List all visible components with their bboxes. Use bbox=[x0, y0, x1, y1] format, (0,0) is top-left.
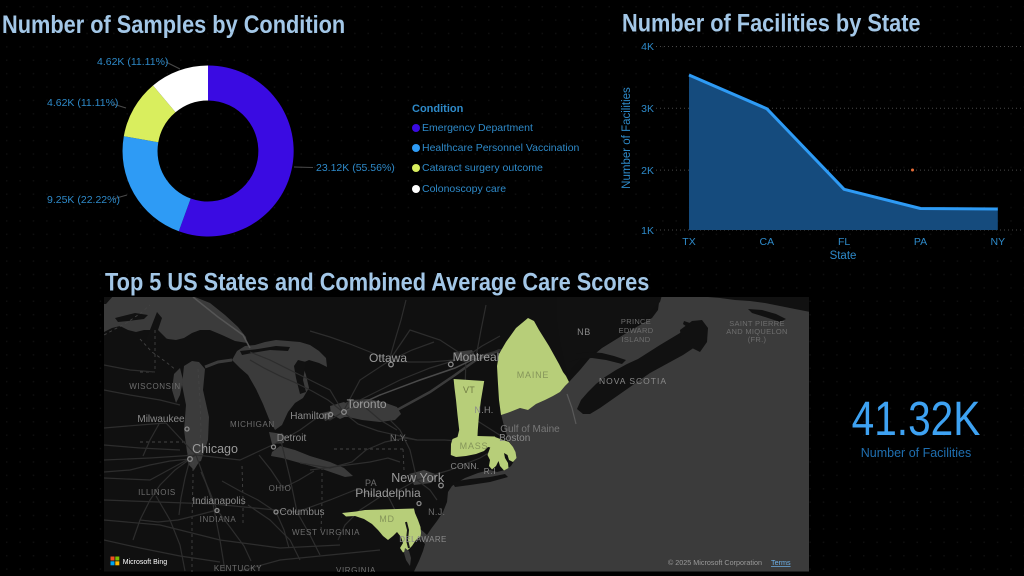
svg-text:Columbus: Columbus bbox=[279, 507, 324, 518]
svg-text:KENTUCKY: KENTUCKY bbox=[214, 564, 262, 572]
svg-text:(FR.): (FR.) bbox=[748, 335, 767, 344]
svg-text:Toronto: Toronto bbox=[347, 397, 387, 411]
svg-text:MD: MD bbox=[379, 514, 395, 524]
svg-text:Terms: Terms bbox=[771, 558, 791, 567]
svg-text:MICHIGAN: MICHIGAN bbox=[230, 420, 275, 429]
svg-text:CONN.: CONN. bbox=[451, 461, 480, 471]
svg-text:Chicago: Chicago bbox=[192, 442, 238, 456]
svg-text:N.H.: N.H. bbox=[474, 405, 493, 415]
svg-text:WISCONSIN: WISCONSIN bbox=[129, 382, 181, 391]
svg-text:Gulf of Maine: Gulf of Maine bbox=[500, 424, 560, 435]
svg-text:MAINE: MAINE bbox=[517, 370, 550, 380]
svg-text:Boston: Boston bbox=[499, 433, 530, 444]
svg-text:NB: NB bbox=[577, 327, 591, 337]
svg-text:Philadelphia: Philadelphia bbox=[355, 486, 421, 500]
svg-text:R.I: R.I bbox=[484, 467, 497, 476]
svg-text:State: State bbox=[830, 250, 857, 262]
svg-text:Milwaukee: Milwaukee bbox=[137, 414, 185, 425]
svg-text:PRINCE: PRINCE bbox=[621, 317, 651, 326]
svg-text:Montreal: Montreal bbox=[453, 350, 500, 364]
svg-text:3K: 3K bbox=[641, 103, 654, 115]
svg-text:OHIO: OHIO bbox=[269, 484, 292, 493]
svg-text:Detroit: Detroit bbox=[277, 433, 307, 444]
svg-text:ILLINOIS: ILLINOIS bbox=[138, 488, 176, 497]
svg-text:SAINT PIERRE: SAINT PIERRE bbox=[729, 319, 785, 328]
svg-text:2K: 2K bbox=[641, 165, 654, 177]
svg-text:Ottawa: Ottawa bbox=[369, 351, 407, 365]
svg-text:WEST VIRGINIA: WEST VIRGINIA bbox=[292, 528, 360, 537]
svg-text:MASS: MASS bbox=[460, 441, 489, 451]
svg-text:N.Y.: N.Y. bbox=[390, 433, 408, 443]
svg-text:CA: CA bbox=[760, 236, 775, 248]
svg-text:Microsoft Bing: Microsoft Bing bbox=[123, 559, 167, 566]
svg-text:Indianapolis: Indianapolis bbox=[192, 496, 245, 507]
svg-text:PA: PA bbox=[914, 236, 927, 248]
svg-text:NY: NY bbox=[991, 236, 1006, 248]
svg-text:INDIANA: INDIANA bbox=[200, 515, 237, 524]
svg-text:4K: 4K bbox=[641, 41, 654, 53]
svg-text:VIRGINIA: VIRGINIA bbox=[336, 566, 376, 572]
svg-text:New York: New York bbox=[391, 471, 445, 485]
svg-text:© 2025 Microsoft Corporation: © 2025 Microsoft Corporation bbox=[668, 558, 762, 567]
svg-text:Number of Facilities: Number of Facilities bbox=[621, 87, 633, 189]
svg-text:Hamilton: Hamilton bbox=[290, 411, 329, 422]
svg-text:TX: TX bbox=[682, 236, 695, 248]
svg-text:EDWARD: EDWARD bbox=[619, 326, 654, 335]
svg-text:FL: FL bbox=[838, 236, 850, 248]
svg-text:1K: 1K bbox=[641, 225, 654, 237]
svg-text:NOVA SCOTIA: NOVA SCOTIA bbox=[599, 376, 667, 386]
svg-text:DELAWARE: DELAWARE bbox=[399, 535, 447, 544]
svg-text:PA: PA bbox=[365, 478, 377, 488]
svg-text:N.J.: N.J. bbox=[428, 507, 445, 517]
svg-text:AND MIQUELON: AND MIQUELON bbox=[726, 327, 788, 336]
svg-text:ISLAND: ISLAND bbox=[622, 335, 651, 344]
svg-text:VT: VT bbox=[463, 385, 475, 395]
